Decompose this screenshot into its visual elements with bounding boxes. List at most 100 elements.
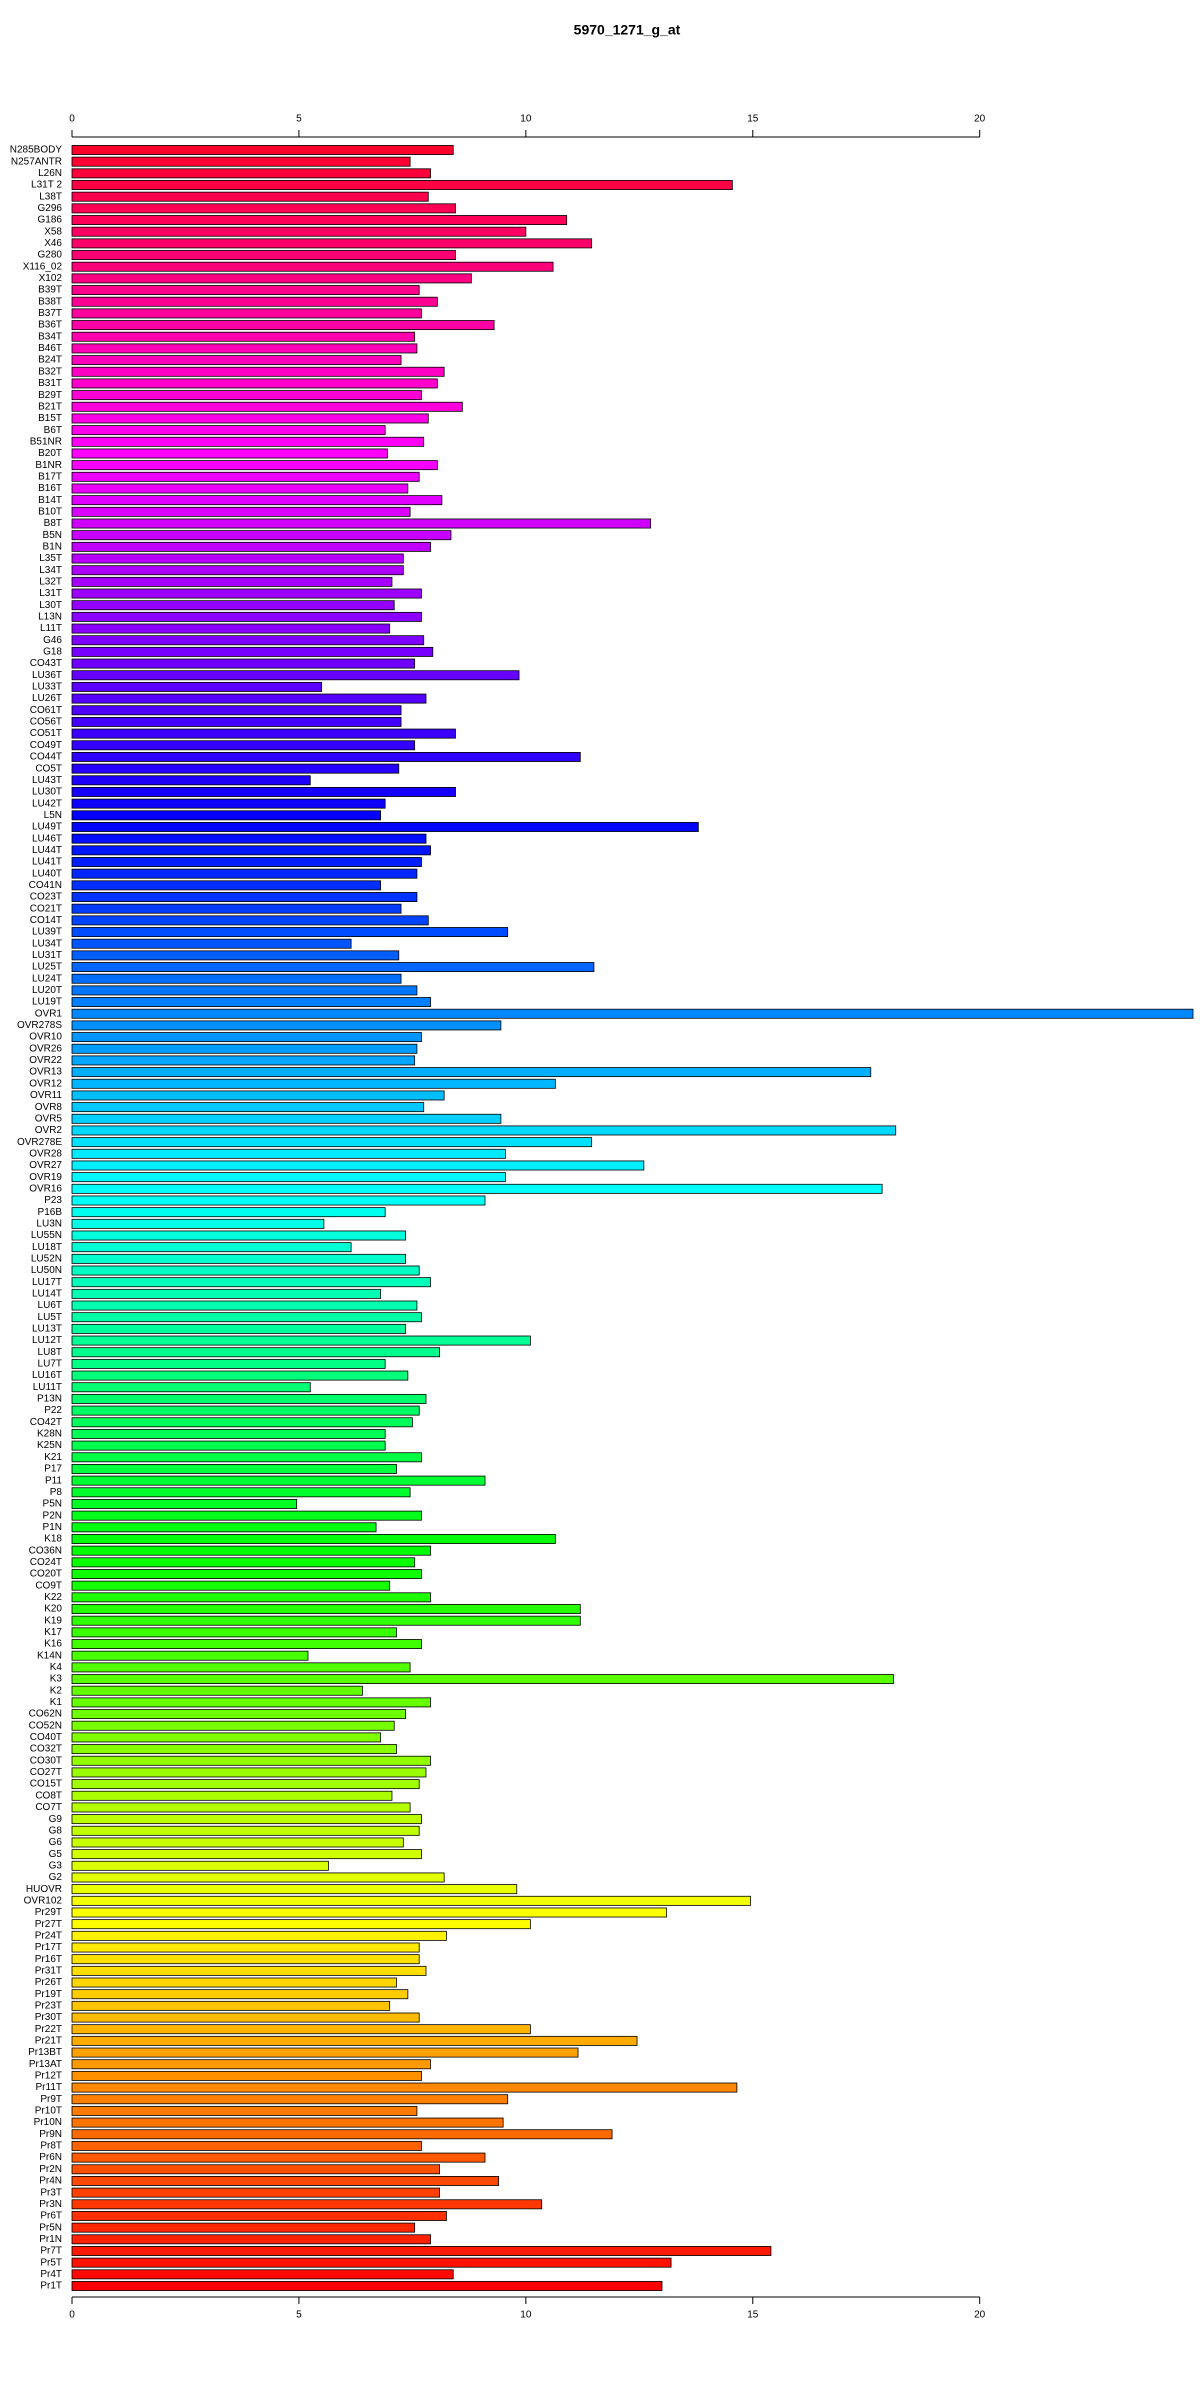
bar <box>71 2234 431 2245</box>
bar <box>71 2257 672 2268</box>
y-tick-label: CO8T <box>35 1790 62 1801</box>
bar <box>71 518 652 529</box>
y-tick-label: LU46T <box>32 833 62 844</box>
bar <box>71 2211 447 2221</box>
y-tick-label: Pr11T <box>36 2082 63 2093</box>
y-tick-label: P23 <box>44 1195 62 1206</box>
bar <box>71 156 411 167</box>
y-tick-label: CO24T <box>30 1557 62 1568</box>
bar <box>71 1907 667 1918</box>
y-tick-label: Pr6N <box>39 2152 62 2163</box>
y-tick-label: LU39T <box>32 927 62 938</box>
y-tick-label: Pr3T <box>40 2187 62 2198</box>
bar <box>71 1475 486 1486</box>
bar <box>71 2175 500 2186</box>
y-tick-label: OVR278E <box>17 1137 62 1148</box>
bar <box>71 1265 420 1276</box>
y-tick-label: P1N <box>43 1522 62 1533</box>
bar <box>71 1767 427 1778</box>
y-tick-label: G5 <box>49 1849 63 1860</box>
bar <box>71 541 431 552</box>
y-tick-label: HUOVR <box>26 1884 62 1895</box>
bar <box>71 1685 363 1696</box>
y-tick-label: L13N <box>38 612 62 623</box>
bar <box>71 180 733 190</box>
y-tick-label: L31T <box>39 588 62 599</box>
bar <box>71 2129 613 2140</box>
y-tick-label: LU42T <box>32 798 62 809</box>
bar <box>71 1790 393 1801</box>
bar <box>71 635 425 646</box>
y-tick-label: LU40T <box>32 868 62 879</box>
bar <box>71 1452 422 1463</box>
bar <box>71 1207 386 1218</box>
y-tick-label: G6 <box>49 1837 63 1848</box>
y-tick-label: B38T <box>38 296 62 307</box>
bar <box>71 1335 531 1346</box>
y-tick-label: Pr10T <box>35 2106 62 2117</box>
y-tick-label: Pr29T <box>35 1907 62 1918</box>
y-tick-label: Pr27T <box>35 1919 62 1930</box>
y-tick-label: LU30T <box>32 787 62 798</box>
y-tick-label: CO27T <box>30 1767 62 1778</box>
bar <box>71 1557 416 1568</box>
bar <box>71 775 311 786</box>
y-tick-label: CO42T <box>30 1417 62 1428</box>
bar <box>71 378 438 389</box>
bar <box>71 927 509 937</box>
y-tick-label: B37T <box>38 308 62 319</box>
bar <box>71 2269 454 2280</box>
bar <box>71 145 454 155</box>
bar <box>71 985 418 996</box>
y-tick-label: L26N <box>38 168 62 179</box>
bar <box>71 1580 391 1591</box>
y-tick-label: Pr9T <box>40 2094 62 2105</box>
y-tick-label: L32T <box>39 577 62 588</box>
bar <box>71 1288 382 1299</box>
y-tick-label: B24T <box>38 355 62 366</box>
y-tick-label: OVR10 <box>29 1032 62 1043</box>
bar <box>71 2082 738 2093</box>
y-tick-label: Pr7T <box>40 2246 62 2257</box>
bar <box>71 296 438 307</box>
bar <box>71 2152 486 2163</box>
bar <box>71 2187 441 2198</box>
x-tick-label: 10 <box>520 114 532 125</box>
bar <box>71 2047 579 2058</box>
y-tick-label: Pr17T <box>35 1942 62 1953</box>
bar <box>71 1989 409 2000</box>
y-tick-label: Pr4T <box>40 2269 62 2280</box>
bar <box>71 670 520 681</box>
bar <box>71 1779 420 1790</box>
bar <box>71 1020 502 1031</box>
y-tick-label: Pr8T <box>40 2141 62 2152</box>
bar <box>71 1639 422 1649</box>
bar <box>71 553 404 564</box>
y-tick-label: LU26T <box>32 693 62 704</box>
y-tick-label: CO9T <box>35 1580 62 1591</box>
bar <box>71 320 495 331</box>
y-tick-label: N285BODY <box>10 145 63 156</box>
bar <box>71 1277 431 1288</box>
bar <box>71 203 456 214</box>
y-tick-label: LU24T <box>32 973 62 984</box>
y-tick-label: Pr31T <box>35 1965 62 1976</box>
y-tick-label: Pr24T <box>35 1930 62 1941</box>
bar <box>71 1043 418 1054</box>
y-tick-label: OVR5 <box>35 1113 63 1124</box>
bar <box>71 1919 531 1930</box>
bar <box>71 892 418 902</box>
y-tick-label: Pr2N <box>39 2164 62 2175</box>
bar <box>71 2094 509 2105</box>
x-tick-label: 20 <box>974 2310 986 2321</box>
y-tick-label: B32T <box>38 366 62 377</box>
y-tick-label: OVR22 <box>29 1055 62 1066</box>
y-tick-label: LU49T <box>32 822 62 833</box>
y-tick-label: K17 <box>44 1627 62 1638</box>
y-tick-label: X116_02 <box>23 261 63 272</box>
bar <box>71 2070 422 2081</box>
bar <box>71 1160 645 1171</box>
y-tick-label: LU33T <box>32 682 62 693</box>
y-tick-label: OVR12 <box>29 1078 62 1089</box>
bar <box>71 1965 427 1976</box>
